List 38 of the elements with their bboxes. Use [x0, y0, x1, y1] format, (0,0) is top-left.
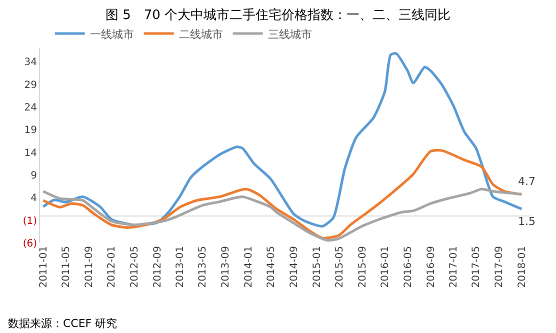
x-tick-label: 2015-09 [357, 246, 368, 288]
x-tick-label: 2012-01 [106, 246, 118, 288]
x-tick-label: 2015-01 [312, 246, 323, 288]
legend-label: 二线城市 [178, 28, 223, 41]
x-tick-label: 2011-09 [84, 246, 95, 288]
legend-label: 三线城市 [268, 28, 312, 41]
x-tick-label: 2012-09 [152, 246, 164, 288]
x-tick-label: 2017-09 [494, 246, 506, 288]
y-tick-label: 24 [24, 102, 37, 114]
x-tick-label: 2017-01 [448, 246, 460, 288]
y-tick-label: 29 [24, 80, 37, 91]
x-tick-label: 2016-09 [426, 246, 437, 288]
y-tick-label: 9 [30, 170, 37, 182]
x-tick-label: 2014-09 [288, 246, 300, 288]
x-tick-label: 2014-01 [244, 246, 255, 288]
x-tick-label: 2015-05 [334, 246, 346, 288]
x-tick-label: 2014-05 [266, 246, 277, 288]
source-note: 数据来源：CCEF 研究 [8, 317, 118, 330]
x-tick-label: 2017-05 [471, 246, 482, 288]
chart-title: 图 5 70 个大中城市二手住宅价格指数：一、二、三线同比 [105, 7, 451, 24]
x-tick-label: 2013-05 [198, 246, 209, 288]
legend-label: 一线城市 [90, 28, 134, 41]
x-tick-label: 2012-05 [129, 246, 140, 288]
x-tick-label: 2011-05 [60, 246, 72, 288]
x-tick-label: 2018-01 [516, 246, 528, 288]
x-tick-label: 2016-05 [402, 246, 414, 288]
y-tick-label: 14 [24, 148, 37, 159]
y-tick-label: 4 [30, 193, 37, 204]
x-tick-label: 2011-01 [38, 246, 50, 288]
y-tick-label: 19 [24, 125, 37, 136]
y-tick-label: (1) [22, 216, 38, 227]
annotation: 4.7 [518, 175, 536, 188]
y-tick-label: (6) [22, 238, 38, 250]
annotation: 1.5 [518, 215, 536, 228]
x-tick-label: 2013-01 [175, 246, 186, 288]
x-tick-label: 2013-09 [220, 246, 232, 288]
x-tick-label: 2016-01 [380, 246, 392, 288]
y-tick-label: 34 [24, 57, 37, 68]
